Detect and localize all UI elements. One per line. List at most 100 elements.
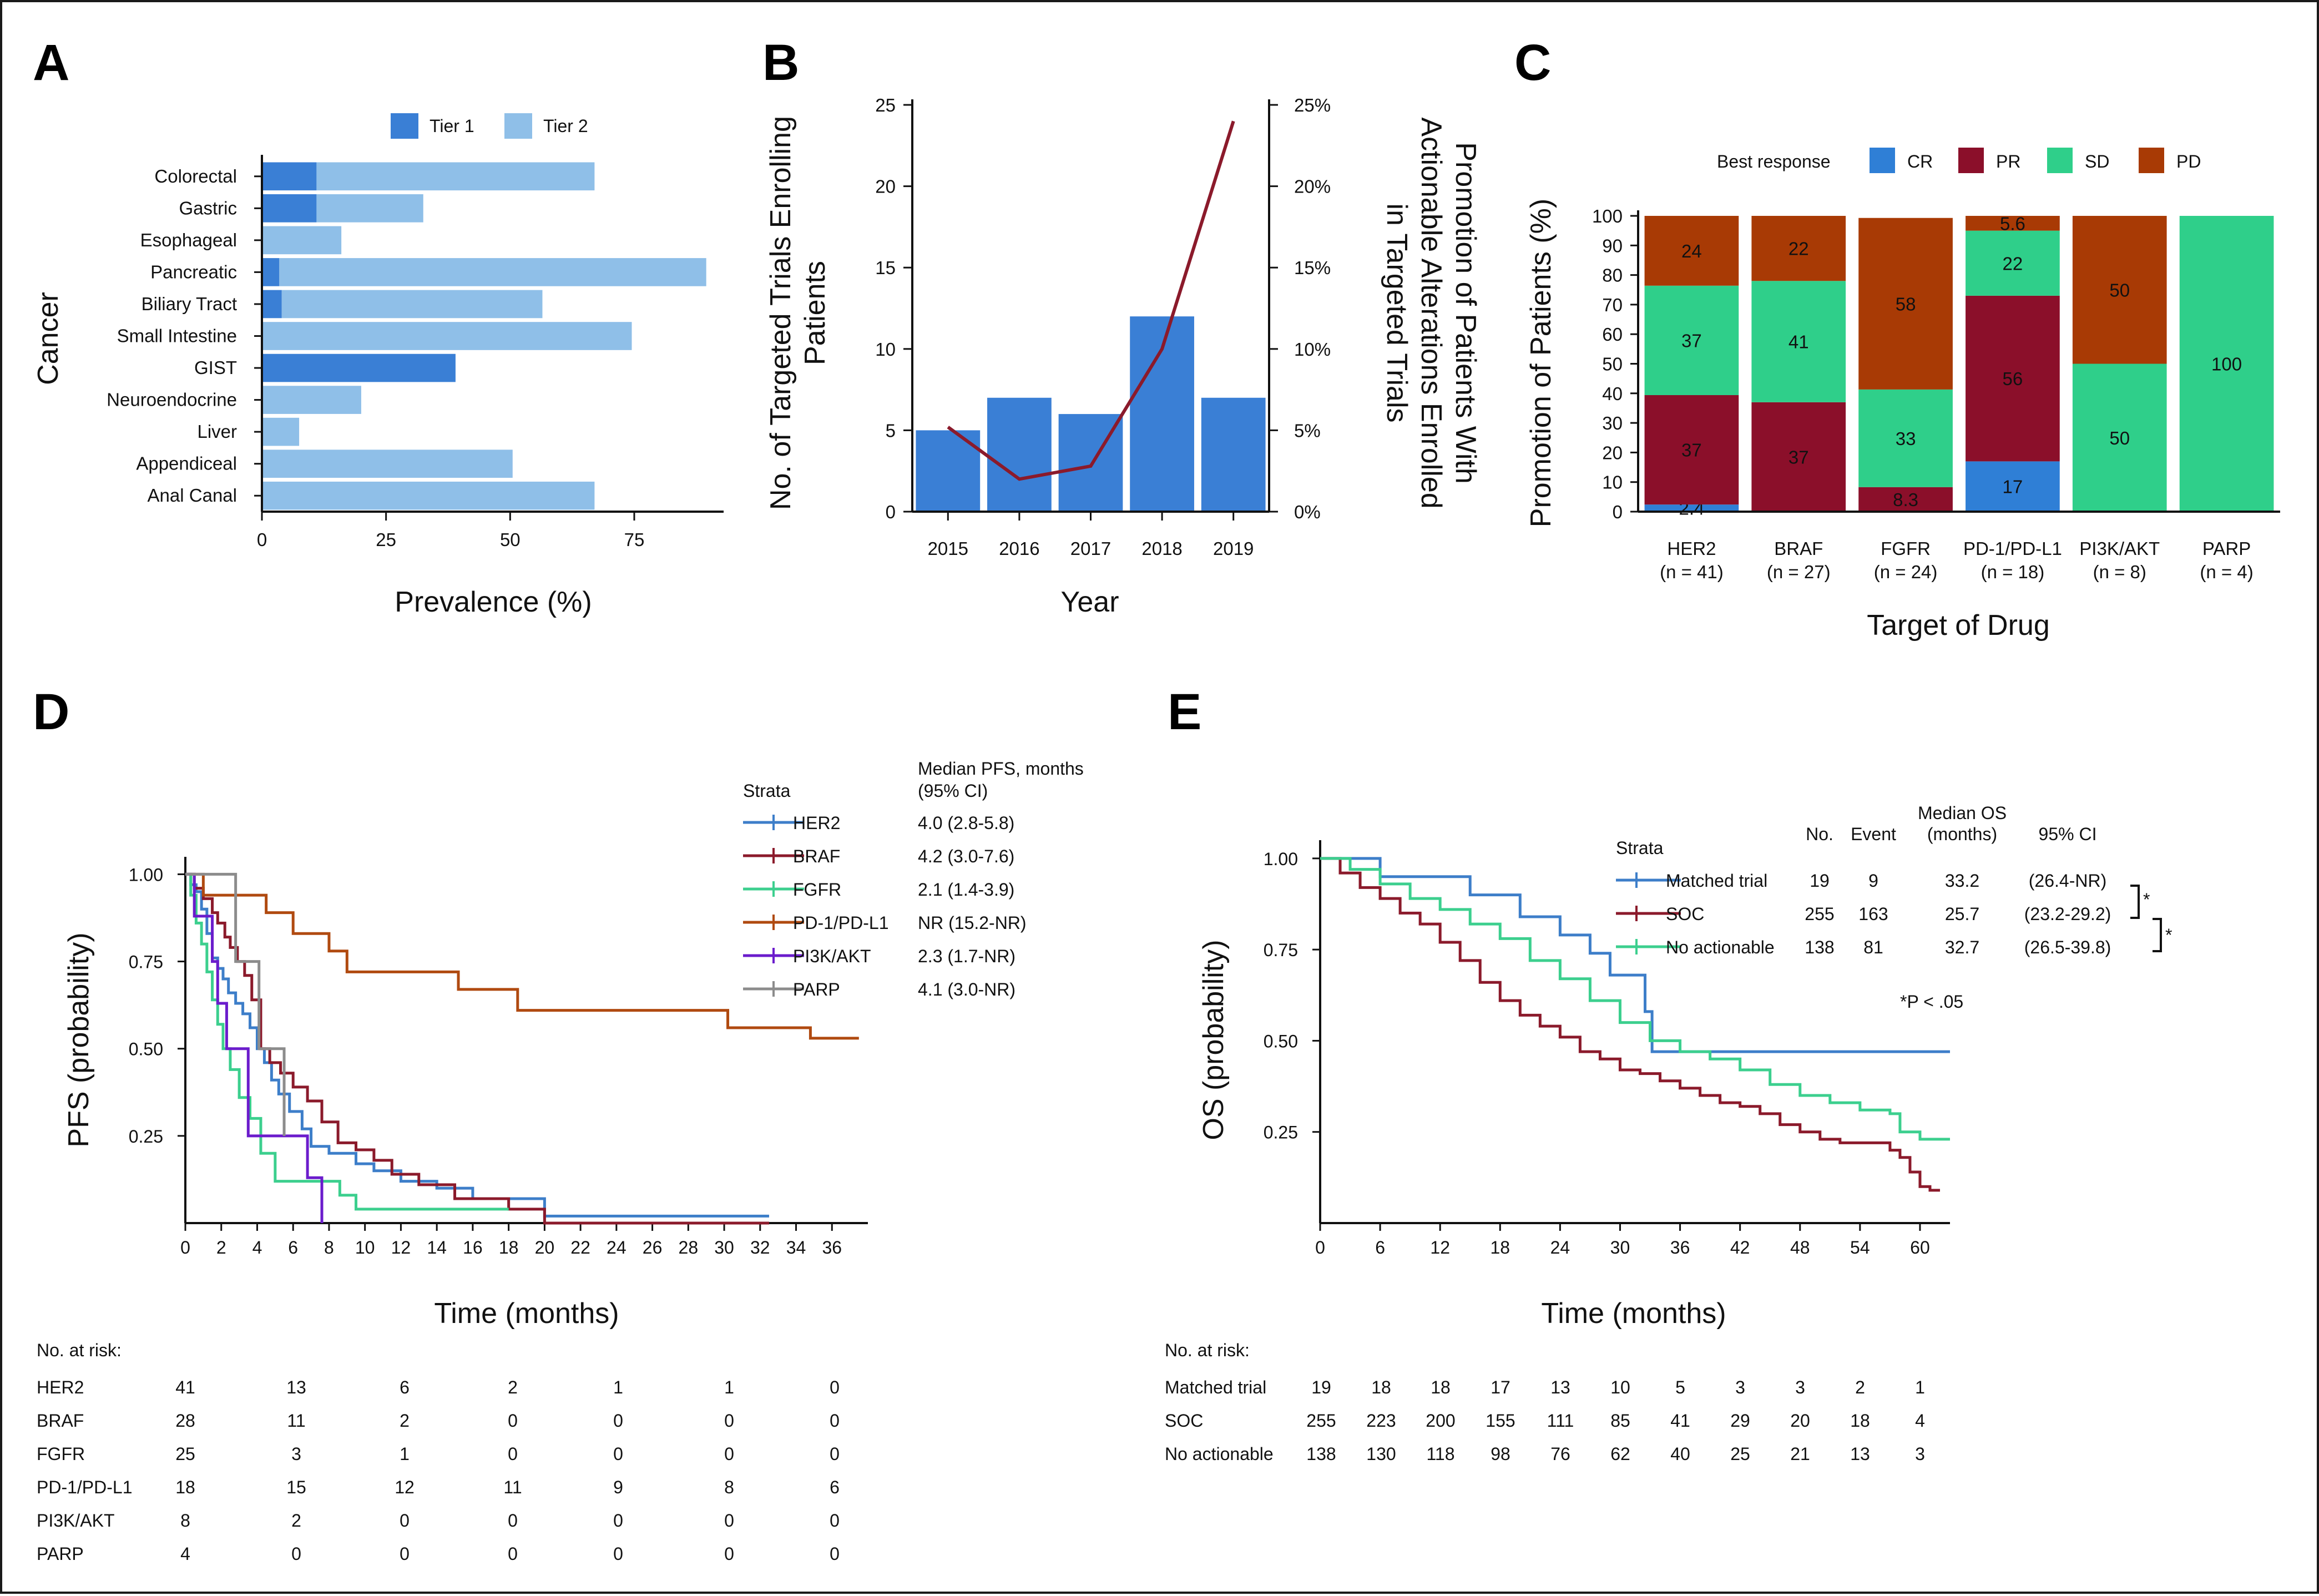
- data-label-sd-fgfr: 33: [1896, 428, 1916, 449]
- y-tick-label: 40: [1602, 383, 1623, 404]
- y-tick-label: 1.00: [1264, 849, 1298, 869]
- risk-count-pd-1-pd-l1: 12: [395, 1477, 415, 1497]
- x-tick-label-2017: 2017: [1070, 538, 1111, 559]
- risk-count-fgfr: 0: [508, 1444, 518, 1464]
- legend-label-pd-1-pd-l1: PD-1/PD-L1: [793, 913, 889, 933]
- category-label-anal-canal: Anal Canal: [148, 485, 237, 506]
- risk-count-pd-1-pd-l1: 18: [175, 1477, 195, 1497]
- data-label-pd-braf: 22: [1788, 239, 1809, 259]
- x-tick-label: 6: [1375, 1238, 1385, 1257]
- data-label-pd-fgfr: 58: [1896, 294, 1916, 314]
- legend-ci-soc: (23.2-29.2): [2024, 904, 2111, 924]
- legend-title: Best response: [1717, 151, 1831, 171]
- x-tick-label: 4: [252, 1238, 262, 1257]
- x-tick-label: 14: [427, 1238, 447, 1257]
- panel-label-b: B: [762, 34, 799, 91]
- legend-label-no-actionable: No actionable: [1666, 937, 1775, 957]
- significance-bracket-2: [2153, 919, 2161, 951]
- x-tick-label: 26: [643, 1238, 663, 1257]
- y-tick-label: 0.75: [1264, 940, 1298, 960]
- risk-row-label-parp: PARP: [37, 1544, 84, 1564]
- bar-tier-1-biliary-tract: [262, 290, 282, 319]
- risk-count-braf: 28: [175, 1411, 195, 1431]
- risk-count-matched-trial: 19: [1311, 1377, 1331, 1397]
- x-tick-n-parp: (n = 4): [2200, 562, 2253, 582]
- x-tick-label: 20: [535, 1238, 555, 1257]
- risk-count-parp: 0: [724, 1544, 734, 1564]
- risk-row-label-pd-1-pd-l1: PD-1/PD-L1: [37, 1477, 133, 1497]
- x-tick-label: 42: [1730, 1238, 1750, 1257]
- risk-count-fgfr: 25: [175, 1444, 195, 1464]
- legend-label-braf: BRAF: [793, 846, 840, 866]
- x-tick-label: 22: [570, 1238, 590, 1257]
- x-axis-title: Prevalence (%): [395, 586, 592, 618]
- y-axis-title-left-line: Patients: [799, 261, 831, 365]
- risk-count-pd-1-pd-l1: 11: [503, 1477, 522, 1497]
- risk-count-matched-trial: 18: [1371, 1377, 1391, 1397]
- legend-title: Strata: [743, 781, 791, 801]
- risk-count-pi3k-akt: 0: [508, 1511, 518, 1531]
- risk-count-matched-trial: 18: [1431, 1377, 1451, 1397]
- legend-label-sd: SD: [2085, 151, 2109, 171]
- risk-count-soc: 29: [1730, 1411, 1750, 1431]
- legend-label-pd: PD: [2176, 151, 2201, 171]
- risk-count-soc: 20: [1790, 1411, 1810, 1431]
- legend-ci-no-actionable: (26.5-39.8): [2024, 937, 2111, 957]
- risk-count-pd-1-pd-l1: 9: [613, 1477, 623, 1497]
- x-tick-label: 12: [391, 1238, 411, 1257]
- category-label-pancreatic: Pancreatic: [150, 261, 237, 282]
- y-axis-title-right: Promotion of Patients WithActionable Alt…: [1381, 117, 1482, 508]
- legend-swatch-pr: [1958, 148, 1984, 173]
- y-tick-label: 90: [1602, 235, 1623, 256]
- y-tick-label: 80: [1602, 265, 1623, 286]
- legend-median-no-actionable: 32.7: [1945, 937, 1979, 957]
- risk-count-no-actionable: 25: [1730, 1444, 1750, 1464]
- y-axis-title: OS (probability): [1198, 940, 1230, 1140]
- category-label-liver: Liver: [197, 421, 237, 442]
- x-tick-label: 50: [500, 529, 521, 550]
- risk-count-pd-1-pd-l1: 15: [286, 1477, 306, 1497]
- risk-count-her2: 41: [175, 1377, 195, 1397]
- x-tick-label: 0: [1315, 1238, 1325, 1257]
- bar-tier-2-colorectal: [316, 162, 594, 190]
- x-tick-label: 18: [1490, 1238, 1510, 1257]
- curve-soc: [1320, 858, 1940, 1190]
- category-label-biliary-tract: Biliary Tract: [142, 294, 237, 314]
- bar-tier-2-liver: [262, 418, 299, 446]
- y-tick-label-right: 5%: [1294, 420, 1321, 441]
- panel-e-os-chart: 0 6 12 18 24 30 36 42 48 54 600.250.500.751.00Time…: [1165, 803, 2172, 1464]
- panel-label-a: A: [33, 34, 69, 91]
- risk-count-no-actionable: 3: [1915, 1444, 1925, 1464]
- risk-count-fgfr: 3: [291, 1444, 301, 1464]
- x-tick-label: 60: [1910, 1238, 1930, 1257]
- legend-swatch-sd: [2047, 148, 2073, 173]
- y-tick-label: 0.50: [1264, 1031, 1298, 1051]
- data-label-sd-parp: 100: [2211, 354, 2242, 375]
- legend-label-pr: PR: [1996, 151, 2020, 171]
- category-label-appendiceal: Appendiceal: [136, 453, 237, 474]
- y-tick-label-right: 20%: [1294, 176, 1331, 197]
- risk-count-matched-trial: 13: [1550, 1377, 1570, 1397]
- category-label-esophageal: Esophageal: [140, 230, 237, 250]
- x-tick-label-2016: 2016: [999, 538, 1039, 559]
- y-tick-label-left: 20: [875, 176, 896, 197]
- risk-count-fgfr: 1: [400, 1444, 410, 1464]
- risk-count-pi3k-akt: 0: [830, 1511, 840, 1531]
- risk-count-soc: 4: [1915, 1411, 1925, 1431]
- risk-count-parp: 4: [180, 1544, 190, 1564]
- legend-label-tier-2: Tier 2: [543, 116, 588, 136]
- y-tick-label: 0: [1613, 502, 1623, 522]
- risk-count-parp: 0: [613, 1544, 623, 1564]
- risk-count-fgfr: 0: [724, 1444, 734, 1464]
- risk-count-soc: 41: [1670, 1411, 1690, 1431]
- legend-median-parp: 4.1 (3.0-NR): [918, 979, 1015, 999]
- legend-swatch-tier-2: [504, 113, 532, 139]
- legend-header-event: Event: [1851, 824, 1896, 844]
- y-tick-label-right: 15%: [1294, 257, 1331, 278]
- x-axis-title: Year: [1060, 586, 1119, 618]
- risk-count-matched-trial: 3: [1735, 1377, 1745, 1397]
- risk-row-label-matched-trial: Matched trial: [1165, 1377, 1266, 1397]
- bar-tier-1-gastric: [262, 194, 316, 223]
- legend-event-no-actionable: 81: [1863, 937, 1883, 957]
